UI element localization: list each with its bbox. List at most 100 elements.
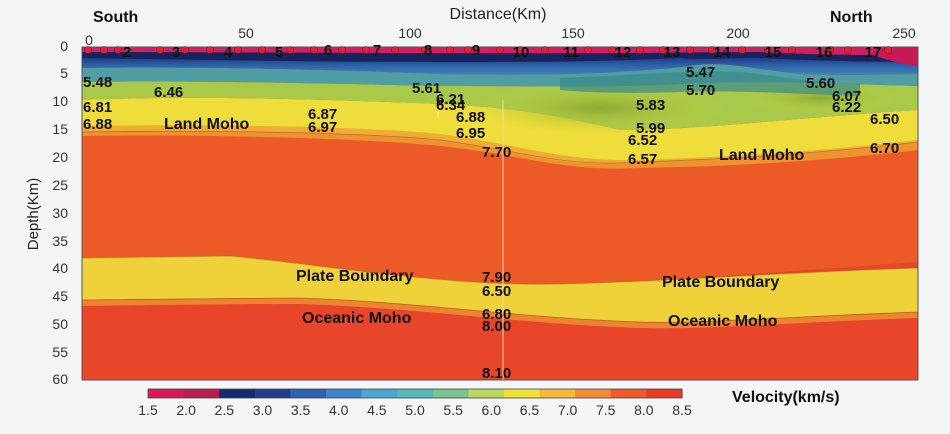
colorbar-tick-label: 8.5: [672, 402, 692, 418]
y-tick-label: 30: [52, 205, 68, 221]
side-label-north: North: [830, 9, 873, 26]
velocity-label: 6.57: [628, 151, 657, 168]
y-tick-label: 45: [52, 288, 68, 304]
station-label: 12: [615, 44, 632, 61]
colorbar-tick-label: 5.0: [405, 402, 425, 418]
velocity-labels: 5.48 6.46 6.81 6.88 6.87 6.97 5.61 6.21 …: [83, 64, 899, 382]
y-tick-label: 25: [52, 177, 68, 193]
oceanic-moho-label: Oceanic Moho: [668, 313, 778, 330]
velocity-label: 6.21: [436, 91, 465, 108]
land-moho-label: Land Moho: [719, 147, 805, 164]
colorbar-border: [147, 388, 683, 399]
station-label: 4: [224, 44, 233, 61]
station-label: 11: [563, 44, 579, 61]
velocity-label: 6.34: [436, 97, 466, 114]
y-tick-label: 5: [60, 65, 68, 81]
velocity-label: 6.87: [308, 106, 337, 123]
colorbar-segment: [219, 389, 256, 398]
velocity-label: 5.47: [686, 64, 715, 81]
colorbar-tick-label: 3.0: [253, 402, 273, 418]
colorbar-segment: [504, 389, 541, 398]
colorbar-tick-label: 2.5: [215, 402, 235, 418]
x-tick-label: 50: [238, 25, 254, 41]
velocity-label: 6.70: [870, 140, 899, 157]
station-label: 5: [275, 44, 283, 61]
colorbar-title: Velocity(km/s): [732, 389, 840, 406]
plate-boundary-label: Plate Boundary: [662, 274, 779, 291]
velocity-label: 6.46: [154, 84, 183, 101]
y-tick-label: 60: [52, 371, 68, 387]
velocity-label: 6.88: [456, 109, 485, 126]
velocity-label: 5.70: [686, 82, 715, 99]
interface-labels: Land Moho Land Moho Plate Boundary Plate…: [164, 116, 805, 330]
colorbar-segment: [254, 389, 291, 398]
velocity-colorbar: [147, 388, 683, 399]
velocity-label: 5.83: [636, 97, 665, 114]
y-tick-label: 0: [60, 38, 68, 54]
velocity-label: 5.99: [636, 120, 665, 137]
velocity-label: 8.00: [482, 318, 511, 335]
station-label: 16: [816, 44, 833, 61]
colorbar-tick-label: 4.5: [367, 402, 387, 418]
station-label: 14: [714, 44, 731, 61]
x-tick-label: 250: [892, 25, 916, 41]
velocity-label: 6.81: [83, 99, 112, 116]
velocity-label: 7.90: [482, 269, 511, 286]
colorbar-segment: [468, 389, 505, 398]
station-labels: 2 3 4 5 6 7 8 9 10 11 12 13 14 15 16 17: [123, 42, 882, 61]
colorbar-tick-label: 2.0: [176, 402, 196, 418]
x-axis-ticks: 0 50 100 150 200 250: [85, 25, 916, 48]
velocity-label: 6.88: [83, 116, 112, 133]
y-tick-label: 50: [52, 316, 68, 332]
colorbar-segment: [610, 389, 647, 398]
station-label: 6: [324, 42, 332, 59]
plate-boundary-label: Plate Boundary: [296, 268, 413, 285]
colorbar-segment: [148, 389, 185, 398]
x-tick-label: 0: [85, 32, 93, 48]
colorbar-segment: [361, 389, 398, 398]
x-tick-label: 100: [398, 25, 422, 41]
x-tick-label: 200: [726, 25, 750, 41]
y-tick-label: 55: [52, 344, 68, 360]
station-markers: [84, 46, 892, 54]
y-axis-title: Depth(Km): [25, 178, 42, 251]
colorbar-segment: [432, 389, 469, 398]
colorbar-segment: [183, 389, 220, 398]
x-tick-label: 150: [561, 25, 585, 41]
station-label: 13: [664, 44, 681, 61]
model-panel: [81, 46, 919, 381]
velocity-label: 6.22: [832, 99, 861, 116]
colorbar-tick-label: 1.5: [138, 402, 158, 418]
velocity-label: 5.61: [412, 80, 441, 97]
station-label: 17: [865, 44, 882, 61]
station-label: 7: [373, 42, 381, 59]
velocity-label: 5.60: [806, 75, 835, 92]
colorbar-tick-label: 7.0: [558, 402, 578, 418]
oceanic-moho-label: Oceanic Moho: [302, 310, 412, 327]
colorbar-segment: [575, 389, 612, 398]
y-tick-label: 40: [52, 260, 68, 276]
colorbar-tick-label: 8.0: [634, 402, 654, 418]
colorbar-tick-label: 7.5: [596, 402, 616, 418]
colorbar-tick-label: 3.5: [291, 402, 311, 418]
colorbar-ticks: 1.5 2.0 2.5 3.0 3.5 4.0 4.5 5.0 5.5 6.0 6.5 7.0 7.5 8…: [138, 402, 692, 418]
y-tick-label: 10: [52, 93, 68, 109]
velocity-label: 6.80: [482, 306, 511, 323]
velocity-label: 6.97: [308, 119, 337, 136]
colorbar-tick-label: 6.0: [482, 402, 502, 418]
colorbar-segment: [397, 389, 434, 398]
velocity-label: 8.10: [482, 365, 511, 382]
colorbar-segment: [326, 389, 363, 398]
y-tick-label: 20: [52, 149, 68, 165]
side-label-south: South: [93, 9, 138, 26]
y-tick-label: 35: [52, 233, 68, 249]
velocity-label: 6.50: [870, 111, 899, 128]
station-label: 10: [513, 44, 530, 61]
colorbar-tick-label: 4.0: [329, 402, 349, 418]
colorbar-tick-label: 6.5: [520, 402, 540, 418]
station-label: 8: [424, 42, 432, 59]
velocity-label: 7.70: [482, 144, 511, 161]
station-label: 9: [472, 42, 480, 59]
x-axis-title: Distance(Km): [450, 6, 547, 23]
